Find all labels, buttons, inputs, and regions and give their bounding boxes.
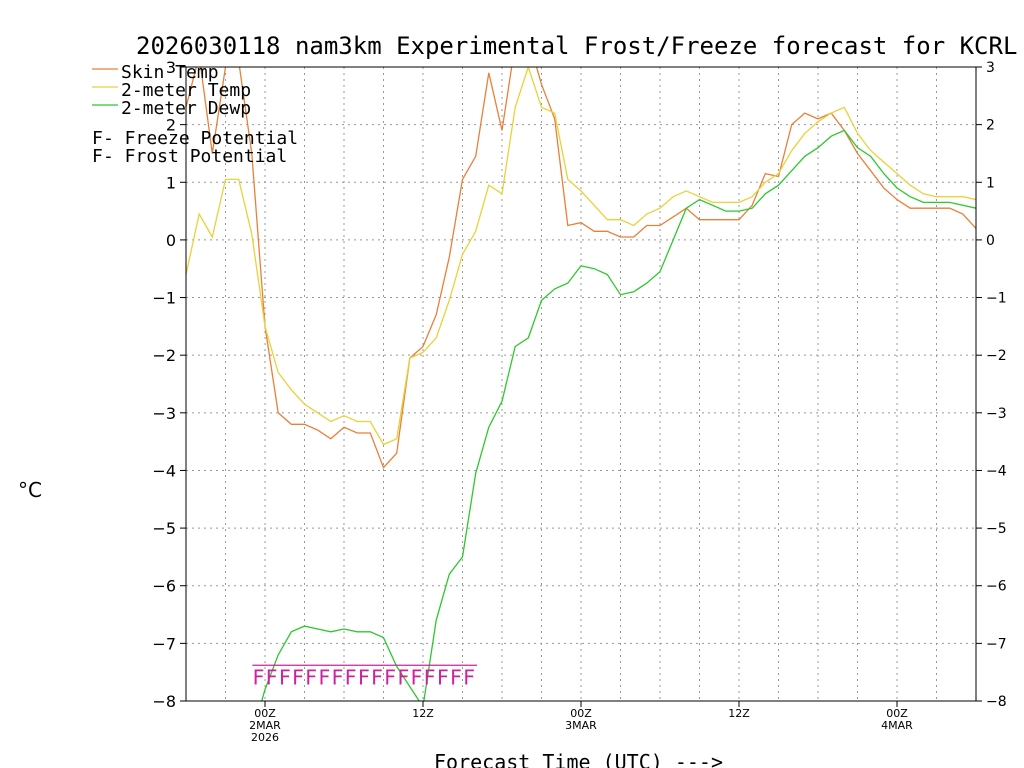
x-tick-label: 2026 (251, 731, 279, 744)
x-tick-label: 2MAR (249, 719, 281, 732)
legend-label: 2-meter Dewp (121, 98, 251, 119)
potential-label: - Frost Potential (103, 146, 287, 167)
chart-title: 2026030118 nam3km Experimental Frost/Fre… (136, 32, 1017, 60)
y-tick-label-right: −2 (986, 348, 1007, 364)
y-tick-label-right: −1 (986, 291, 1007, 307)
y-tick-label-right: 1 (986, 175, 995, 191)
freeze-marker: F (292, 665, 304, 689)
y-tick-label: −1 (152, 289, 176, 308)
x-tick-label: 00Z (570, 707, 592, 720)
x-tick-label: 12Z (412, 707, 434, 720)
y-tick-label: −8 (152, 692, 176, 711)
freeze-marker: F (279, 665, 291, 689)
freeze-marker: F (266, 665, 278, 689)
x-tick-label: 4MAR (881, 719, 913, 732)
y-tick-label: −2 (152, 346, 176, 365)
freeze-marker: F (437, 665, 449, 689)
x-axis-label: Forecast Time (UTC) ---> (434, 750, 723, 768)
x-tick-label: 00Z (886, 707, 908, 720)
freeze-marker: F (371, 665, 383, 689)
series-line-2-meter-temp (186, 67, 976, 446)
series-layer (186, 67, 976, 701)
freeze-marker: F (397, 665, 409, 689)
series-line-2-meter-dewp (261, 129, 976, 701)
freeze-marker: F (318, 665, 330, 689)
legend-label: Skin Temp (121, 62, 219, 83)
y-tick-label-right: −4 (986, 463, 1007, 479)
y-tick-label-right: 3 (986, 60, 995, 76)
y-tick-label: −5 (152, 519, 176, 538)
freeze-marker: F (345, 665, 357, 689)
plot-frame (185, 66, 977, 702)
x-tick-label: 00Z (254, 707, 276, 720)
freeze-marker: F (305, 665, 317, 689)
freeze-marker: F (384, 665, 396, 689)
freeze-marker: F (463, 665, 475, 689)
freeze-marker: F (252, 665, 264, 689)
y-tick-label-right: −6 (986, 579, 1007, 595)
y-tick-label: −4 (152, 461, 176, 480)
y-tick-label: 0 (166, 231, 176, 250)
y-axis-right: −8 −7 −6 −5 −4 −3 −2 −1 0 1 2 3 (976, 60, 1007, 710)
legend-label: 2-meter Temp (121, 80, 251, 101)
y-tick-label: −3 (152, 404, 176, 423)
y-axis-label: °C (18, 478, 42, 502)
y-tick-label: −7 (152, 634, 176, 653)
freeze-marker: F (424, 665, 436, 689)
potential-marker: F (92, 128, 103, 149)
y-tick-label-right: 2 (986, 118, 995, 134)
y-tick-label-right: −7 (986, 636, 1007, 652)
x-tick-label: 12Z (728, 707, 750, 720)
y-tick-label-right: 0 (986, 233, 995, 249)
grid (186, 67, 976, 701)
y-tick-label: 3 (166, 58, 176, 77)
x-tick-label: 3MAR (565, 719, 597, 732)
y-tick-label: 1 (166, 173, 176, 192)
potential-marker: F (92, 146, 103, 167)
y-tick-label: 2 (166, 116, 176, 135)
freeze-marker: F (450, 665, 462, 689)
y-tick-label-right: −3 (986, 406, 1007, 422)
y-axis-left: −8 −7 −6 −5 −4 −3 −2 −1 0 1 2 3 (152, 58, 186, 711)
freeze-marker: F (358, 665, 370, 689)
freeze-marker: F (331, 665, 343, 689)
freeze-marker: F (410, 665, 422, 689)
potential-label: - Freeze Potential (103, 128, 298, 149)
y-tick-label: −6 (152, 577, 176, 596)
y-tick-label-right: −5 (986, 521, 1007, 537)
y-tick-label-right: −8 (986, 694, 1007, 710)
